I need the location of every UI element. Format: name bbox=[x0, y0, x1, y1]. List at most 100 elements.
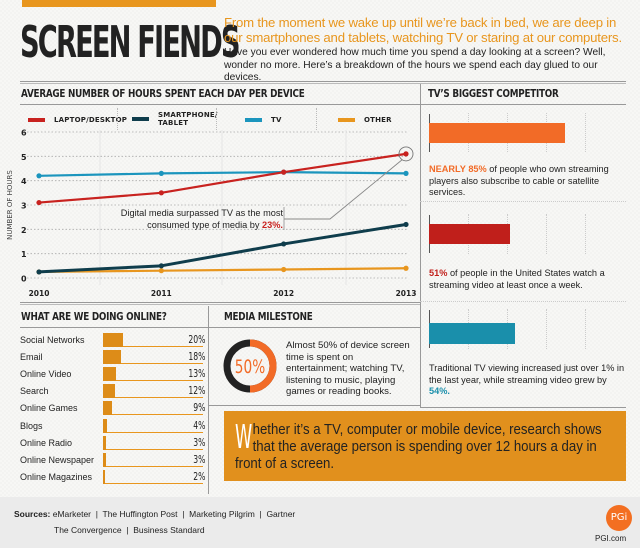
competitor-text-3: Traditional TV viewing increased just ov… bbox=[429, 363, 629, 398]
legend-swatch-smartphone bbox=[132, 117, 149, 121]
online-list-item: Search 12% bbox=[20, 384, 205, 401]
legend-smartphone: SMARTPHONE/ TABLET bbox=[132, 111, 217, 127]
online-item-value: 18% bbox=[187, 350, 205, 364]
quote-drop-cap: W bbox=[235, 417, 253, 456]
data-point-other bbox=[281, 266, 287, 273]
competitor-title-underline bbox=[420, 104, 626, 105]
online-item-value: 12% bbox=[187, 384, 205, 398]
series-line-tv bbox=[38, 171, 407, 177]
data-point-smartphone bbox=[36, 269, 42, 275]
chart-bottom-divider bbox=[20, 302, 420, 305]
online-item-value: 13% bbox=[187, 367, 205, 381]
online-item-track bbox=[103, 346, 203, 347]
competitor-bar-fill bbox=[429, 123, 565, 143]
sources-label: Sources: bbox=[14, 509, 51, 519]
quote-body: hether it’s a TV, computer or mobile dev… bbox=[235, 421, 602, 472]
data-point-smartphone bbox=[281, 241, 287, 247]
annotation-circle bbox=[398, 146, 414, 162]
online-list-item: Online Newspaper 3% bbox=[20, 452, 205, 470]
chart-title: AVERAGE NUMBER OF HOURS SPENT EACH DAY P… bbox=[21, 87, 305, 100]
page-title: SCREEN FIENDS bbox=[20, 17, 240, 68]
online-item-label: Online Newspaper bbox=[20, 454, 95, 465]
x-tick-label: 2013 bbox=[396, 289, 417, 298]
competitor-text-2: 51% of people in the United States watch… bbox=[429, 268, 629, 291]
y-tick-label: 4 bbox=[21, 177, 27, 186]
online-item-bar bbox=[103, 435, 106, 450]
competitor-divider bbox=[420, 201, 626, 202]
column-divider bbox=[420, 84, 421, 408]
legend-label-tv: TV bbox=[271, 116, 282, 124]
y-tick-label: 0 bbox=[21, 275, 27, 284]
competitor-gridline bbox=[546, 309, 547, 349]
online-item-value: 9% bbox=[192, 401, 205, 415]
y-axis-label: NUMBER OF HOURS bbox=[6, 170, 14, 240]
online-item-value: 3% bbox=[192, 435, 205, 449]
legend-tv: TV bbox=[245, 116, 282, 124]
y-tick-label: 5 bbox=[21, 153, 27, 162]
data-point-other bbox=[403, 265, 409, 271]
x-tick-label: 2011 bbox=[151, 289, 172, 298]
online-item-track bbox=[103, 431, 203, 433]
online-item-bar bbox=[103, 333, 123, 347]
sources: Sources: eMarketer | The Huffington Post… bbox=[14, 506, 295, 538]
online-item-value: 20% bbox=[187, 333, 205, 346]
online-item-track bbox=[103, 482, 203, 484]
milestone-text: Almost 50% of device screen time is spen… bbox=[286, 340, 410, 397]
online-list-item: Online Magazines 2% bbox=[20, 469, 205, 487]
legend-swatch-laptop bbox=[28, 118, 45, 122]
online-item-label: Online Video bbox=[20, 369, 72, 380]
data-point-laptop bbox=[403, 151, 409, 157]
legend-swatch-other bbox=[338, 118, 355, 122]
competitor-divider bbox=[420, 301, 626, 302]
chart-annotation: Digital media surpassed TV as the most c… bbox=[118, 207, 283, 231]
competitor-highlight: 51% bbox=[429, 268, 448, 278]
pgi-logo-icon[interactable]: PGi bbox=[606, 505, 632, 531]
y-tick-label: 3 bbox=[21, 202, 27, 211]
legend-separator bbox=[316, 108, 317, 130]
data-point-laptop bbox=[281, 169, 287, 175]
milestone-donut: 50% bbox=[223, 339, 277, 393]
online-item-bar bbox=[103, 469, 105, 484]
competitor-body: Traditional TV viewing increased just ov… bbox=[429, 363, 625, 385]
online-item-track bbox=[103, 448, 203, 450]
legend-laptop: LAPTOP/DESKTOP bbox=[28, 116, 127, 124]
chart-title-underline bbox=[20, 104, 420, 105]
legend-label-other: OTHER bbox=[364, 116, 392, 124]
competitor-gridline bbox=[585, 214, 586, 254]
competitor-bar-3 bbox=[429, 323, 599, 355]
online-item-track bbox=[103, 363, 203, 365]
online-list-item: Online Games 9% bbox=[20, 401, 205, 418]
data-point-smartphone bbox=[158, 263, 164, 269]
annotation-text: Digital media surpassed TV as the most c… bbox=[120, 208, 283, 230]
data-point-smartphone bbox=[403, 221, 409, 228]
online-item-label: Online Magazines bbox=[20, 471, 93, 482]
online-divider bbox=[208, 306, 209, 494]
online-item-bar bbox=[103, 418, 107, 433]
tagline: From the moment we wake up until we’re b… bbox=[224, 15, 622, 45]
online-item-label: Social Networks bbox=[20, 335, 85, 345]
series-line-laptop bbox=[38, 152, 407, 204]
competitor-gridline bbox=[585, 113, 586, 152]
competitor-bottom-rule bbox=[420, 407, 626, 408]
online-item-value: 3% bbox=[192, 452, 205, 466]
pgi-url[interactable]: PGI.com bbox=[595, 534, 627, 543]
competitor-title: TV’S BIGGEST COMPETITOR bbox=[428, 87, 559, 100]
online-item-track bbox=[103, 397, 203, 399]
competitor-body: of people who own streaming players also… bbox=[429, 164, 609, 197]
online-item-value: 2% bbox=[192, 469, 205, 483]
online-item-label: Blogs bbox=[20, 420, 43, 431]
donut-arc bbox=[249, 339, 277, 393]
header-divider bbox=[20, 81, 626, 84]
online-item-track bbox=[103, 465, 203, 467]
y-tick-label: 2 bbox=[21, 226, 27, 235]
online-item-bar bbox=[103, 452, 106, 467]
milestone-bottom-rule bbox=[208, 405, 420, 406]
footer bbox=[0, 497, 640, 548]
milestone-title: MEDIA MILESTONE bbox=[224, 310, 313, 323]
y-tick-label: 1 bbox=[21, 250, 27, 259]
data-point-other bbox=[158, 268, 164, 274]
competitor-bar-1 bbox=[429, 123, 599, 155]
online-item-bar bbox=[103, 350, 121, 365]
legend-other: OTHER bbox=[338, 116, 392, 124]
